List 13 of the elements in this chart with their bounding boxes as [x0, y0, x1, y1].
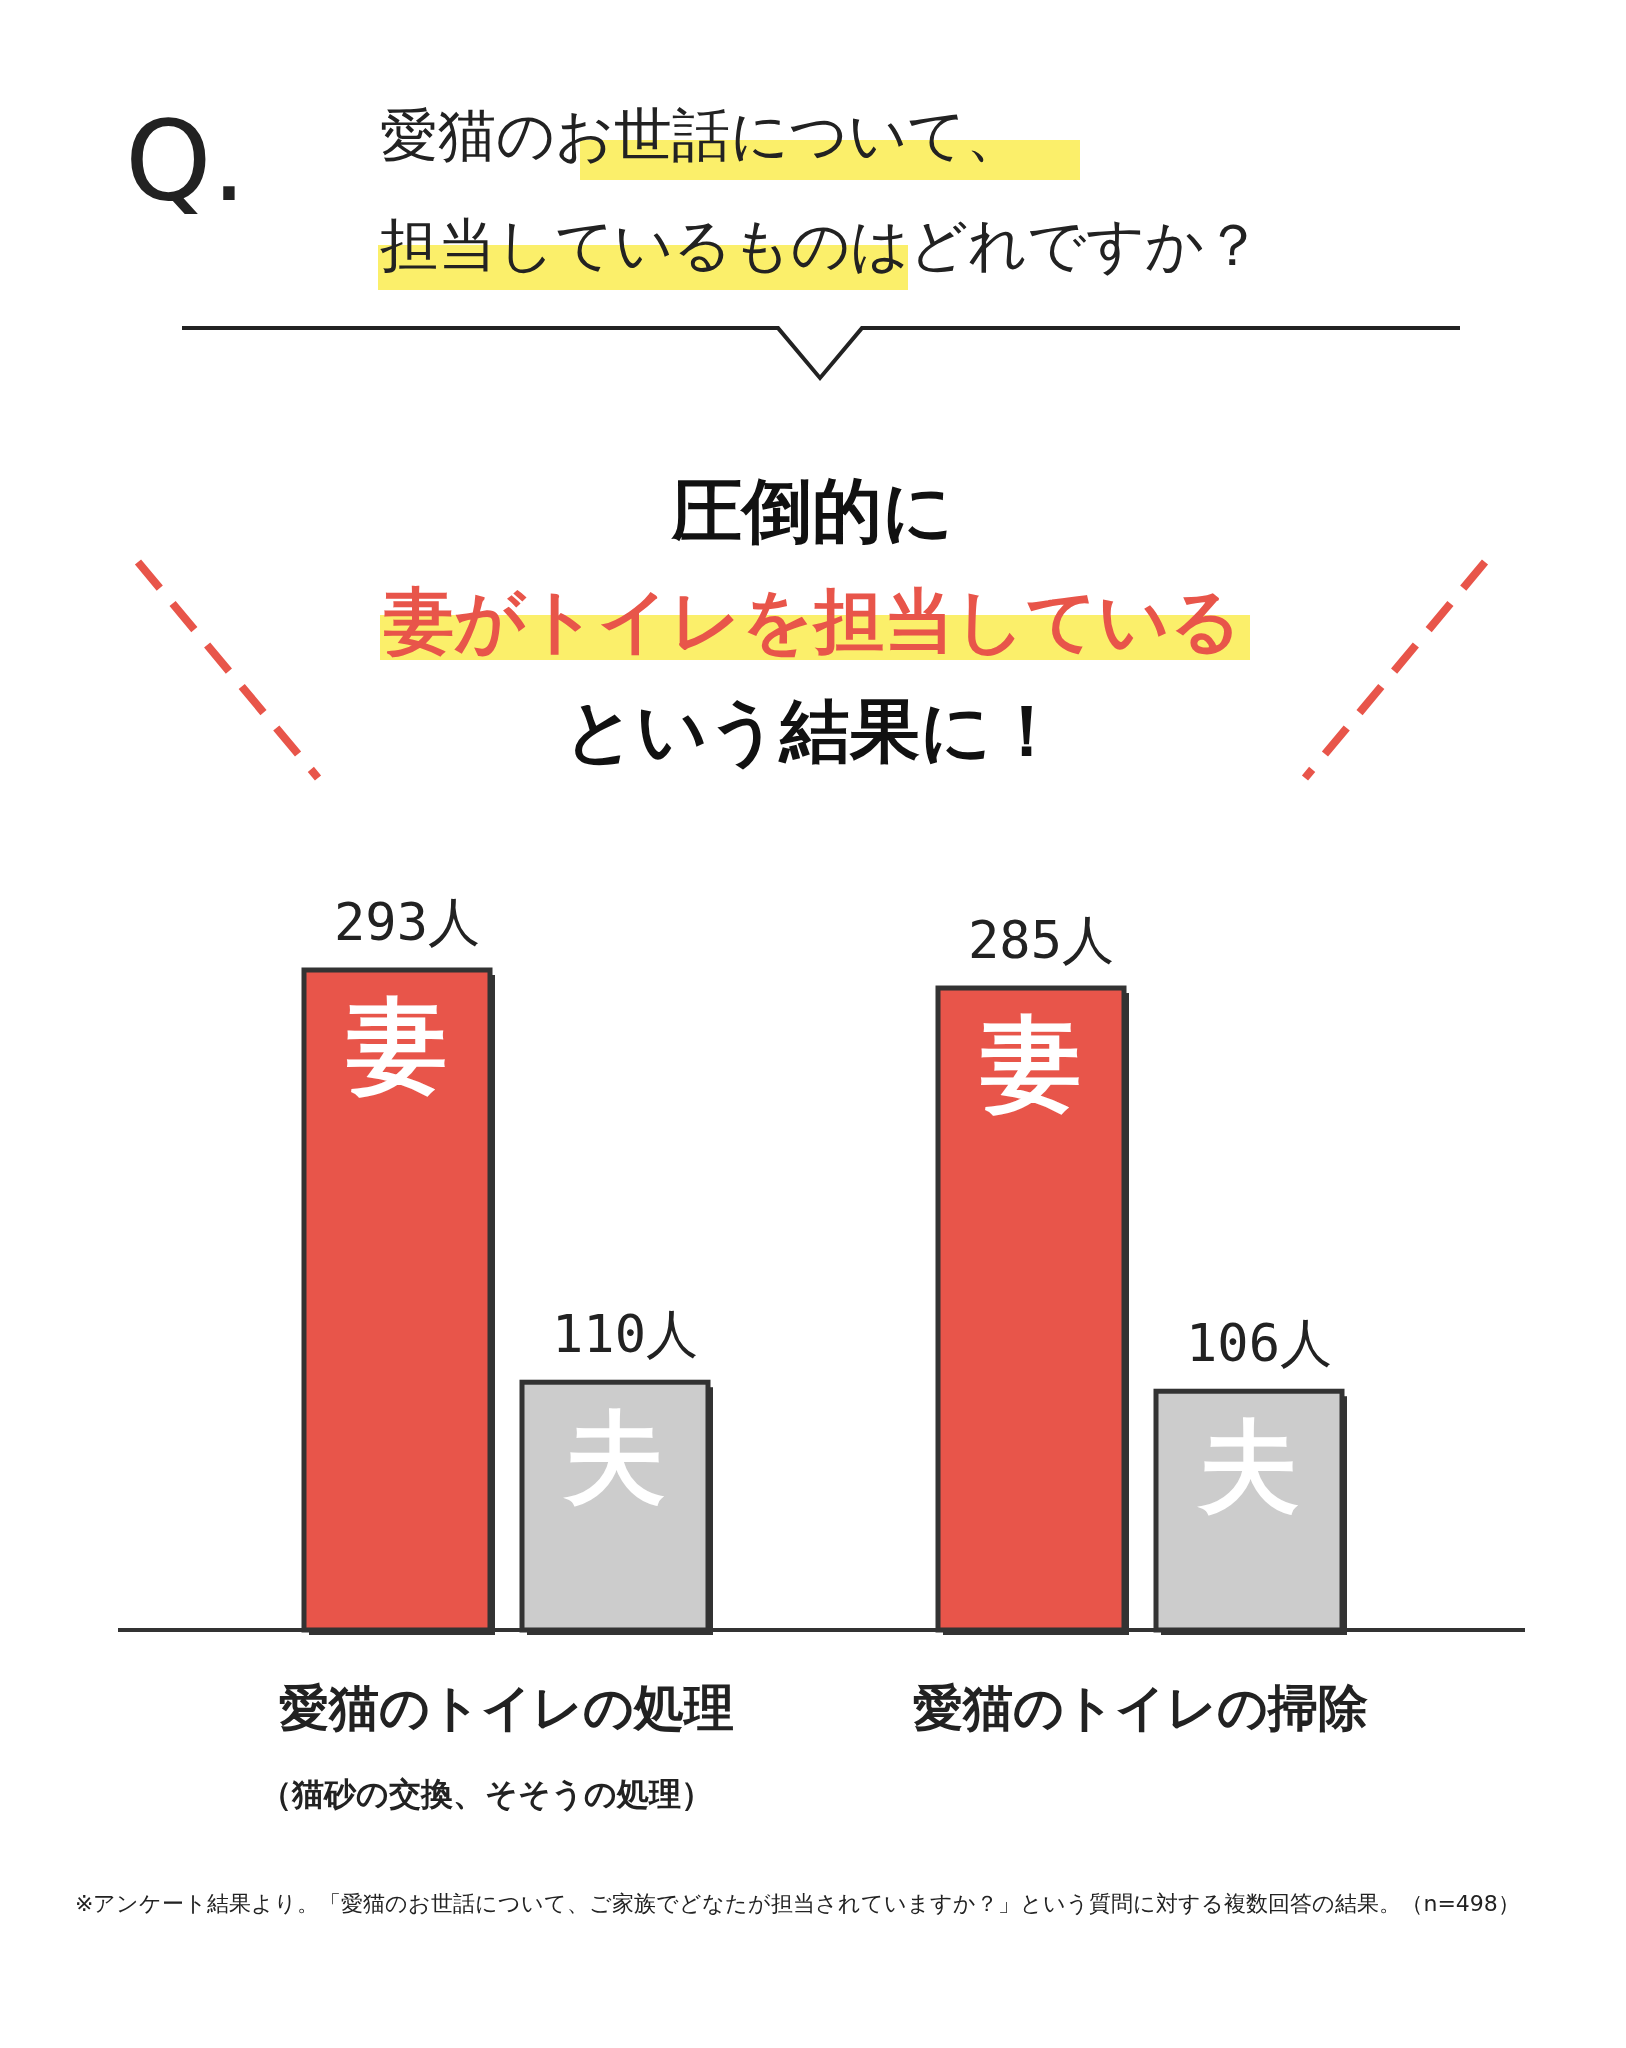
text: ※アンケート結果より。「愛猫のお世話について、ご家族でどなたが担当されていますか？」という質問に対する複数回答の結果。（n=498） — [75, 1890, 1521, 1918]
text: 妻 — [981, 1005, 1081, 1123]
text: （猫砂の交換、そそうの処理） — [259, 1775, 713, 1813]
data-label: 293人 — [334, 892, 480, 952]
text: Q. — [125, 98, 247, 226]
text: という結果に！ — [564, 690, 1062, 772]
x-tick-label: 愛猫のトイレの処理 — [278, 1679, 734, 1737]
text: 圧倒的に — [671, 470, 954, 552]
data-label: 106人 — [1186, 1313, 1332, 1374]
series-label: 妻 — [346, 987, 447, 1104]
data-label: 285人 — [968, 910, 1114, 971]
x-tick-label: 愛猫のトイレの掃除 — [912, 1679, 1368, 1737]
data-label: 110人 — [552, 1304, 698, 1365]
